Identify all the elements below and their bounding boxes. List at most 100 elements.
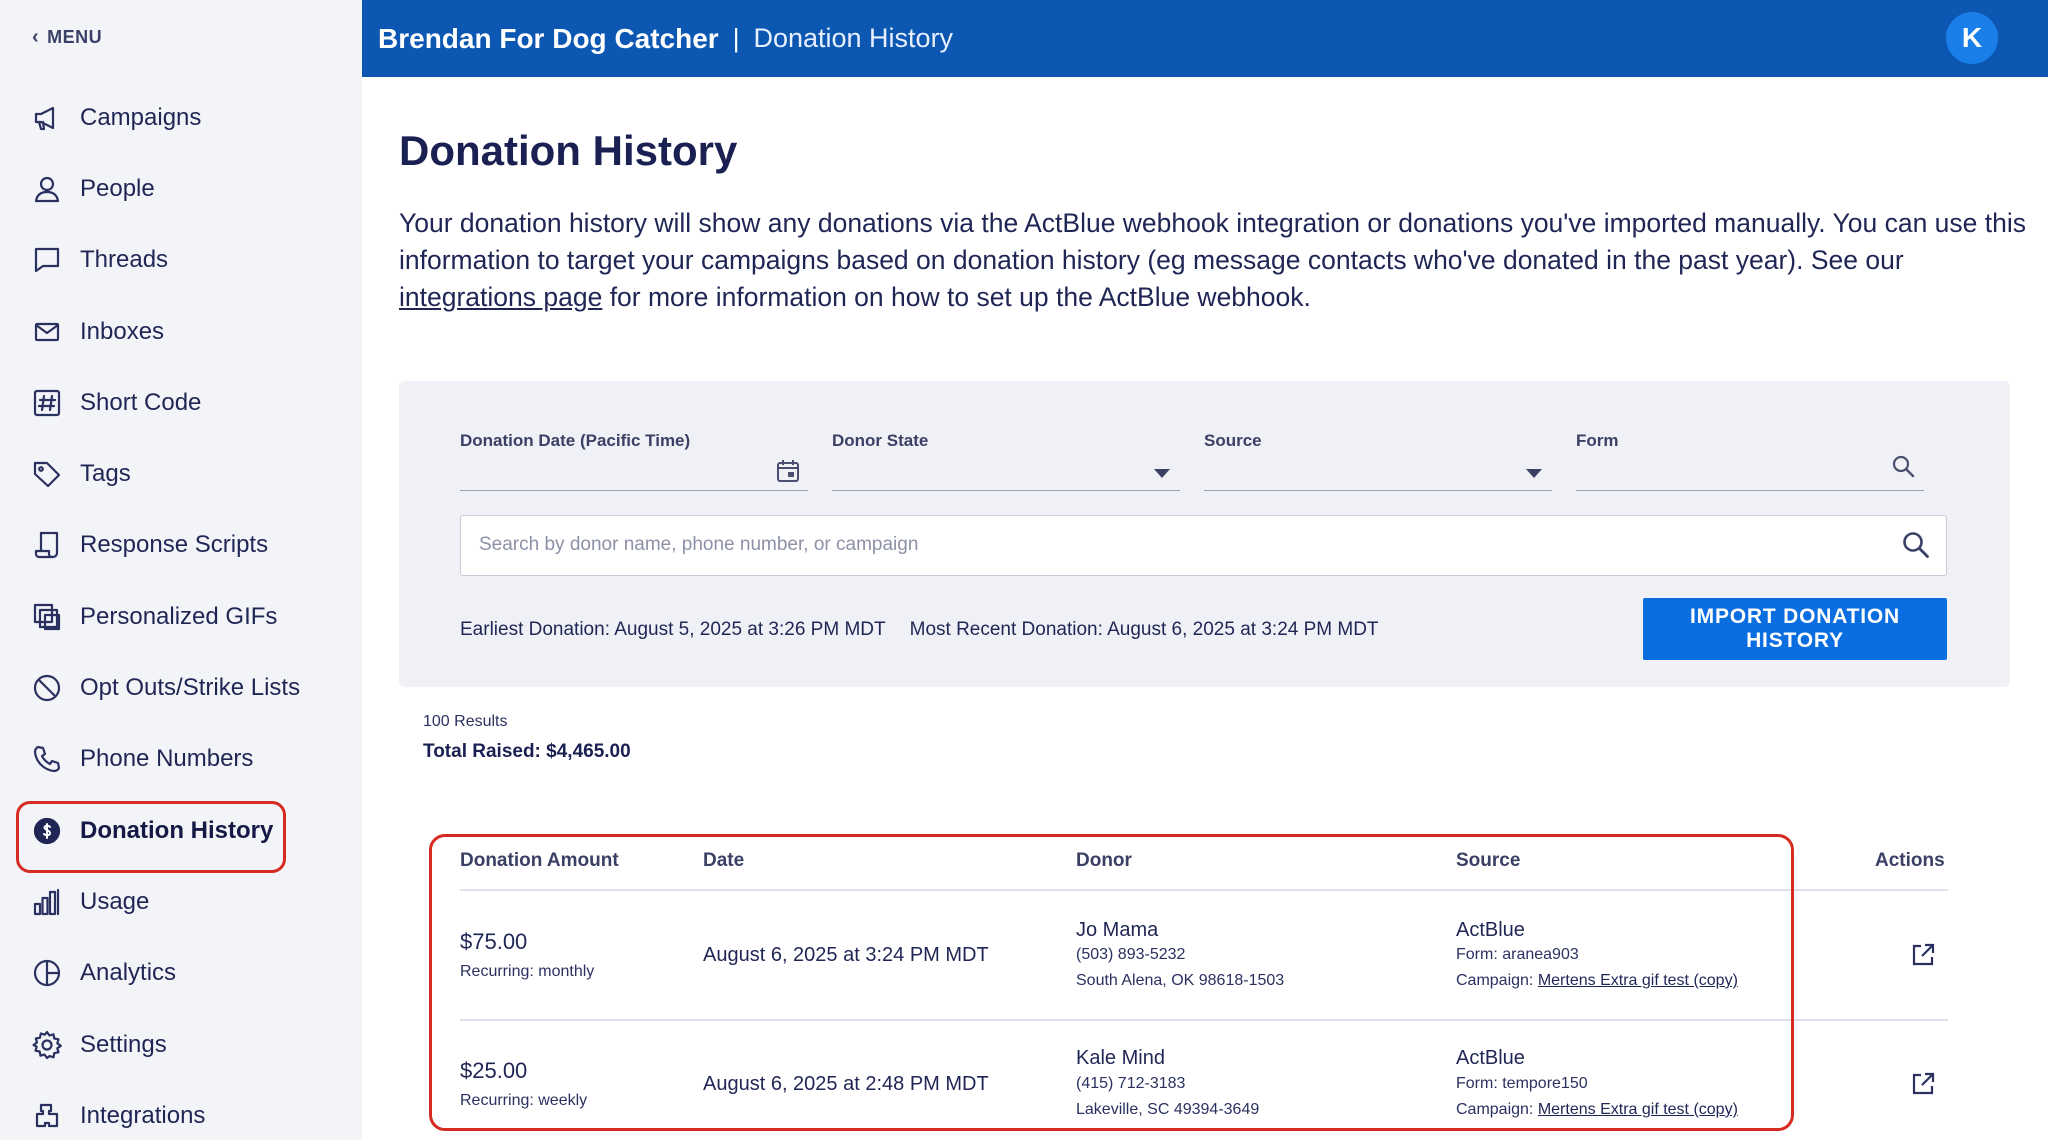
source-select[interactable]: Source xyxy=(1204,431,1552,491)
recurring-label: Recurring: monthly xyxy=(460,963,595,980)
table-divider xyxy=(460,889,1948,891)
intro-text: Your donation history will show any dona… xyxy=(399,208,2026,275)
sidebar-item-opt-outs[interactable]: Opt Outs/Strike Lists xyxy=(14,652,354,723)
campaign-link[interactable]: Mertens Extra gif test (copy) xyxy=(1537,972,1738,989)
column-header-source[interactable]: Source xyxy=(1456,850,1521,871)
envelope-icon xyxy=(30,315,64,349)
sidebar-item-label: Short Code xyxy=(80,388,202,416)
highlight-annotation xyxy=(16,800,286,873)
puzzle-icon xyxy=(30,1099,64,1133)
sidebar-item-label: Threads xyxy=(80,246,169,274)
recurring-label: Recurring: weekly xyxy=(460,1092,588,1109)
campaign-line: Campaign: Mertens Extra gif test (copy) xyxy=(1456,972,1738,990)
donor-address: South Alena, OK 98618-1503 xyxy=(1076,972,1285,989)
page-title: Donation History xyxy=(399,127,738,174)
block-icon xyxy=(30,671,64,705)
sidebar-item-usage[interactable]: Usage xyxy=(14,866,354,937)
total-raised: Total Raised: $4,465.00 xyxy=(423,741,631,762)
sidebar-item-donation-history[interactable]: Donation History xyxy=(14,795,354,873)
sidebar-item-analytics[interactable]: Analytics xyxy=(14,938,354,1009)
donor-state-label: Donor State xyxy=(832,431,929,450)
sidebar-item-personalized-gifs[interactable]: Personalized GIFs xyxy=(14,581,354,652)
gif-stack-icon xyxy=(30,600,64,634)
megaphone-icon xyxy=(30,101,64,135)
most-recent-donation: Most Recent Donation: August 6, 2025 at … xyxy=(909,619,1379,640)
search-icon xyxy=(1890,453,1918,481)
sidebar-item-settings[interactable]: Settings xyxy=(14,1009,354,1080)
sidebar-item-label: Campaigns xyxy=(80,103,202,131)
donation-amount: $75.00 xyxy=(460,929,528,954)
sidebar-item-people[interactable]: People xyxy=(14,153,354,224)
sidebar-item-label: Usage xyxy=(80,887,150,915)
donor-name: Kale Mind xyxy=(1076,1047,1165,1069)
donation-date-field[interactable]: Donation Date (Pacific Time) xyxy=(460,431,808,491)
column-header-actions: Actions xyxy=(1875,850,1945,871)
source-name: ActBlue xyxy=(1456,1047,1525,1069)
donation-date: August 6, 2025 at 2:48 PM MDT xyxy=(703,1073,989,1095)
sidebar-item-integrations[interactable]: Integrations xyxy=(14,1080,354,1140)
donation-date-label: Donation Date (Pacific Time) xyxy=(460,431,691,450)
sidebar-item-label: Settings xyxy=(80,1030,167,1058)
phone-icon xyxy=(30,742,64,776)
column-header-date[interactable]: Date xyxy=(703,850,745,871)
campaign-link[interactable]: Mertens Extra gif test (copy) xyxy=(1537,1101,1738,1118)
menu-label: MENU xyxy=(47,27,103,47)
campaign-prefix: Campaign: xyxy=(1456,972,1538,989)
sidebar-item-short-code[interactable]: Short Code xyxy=(14,367,354,438)
caret-down-icon xyxy=(1154,469,1170,478)
form-name: Form: tempore150 xyxy=(1456,1075,1588,1092)
donor-address: Lakeville, SC 49394-3649 xyxy=(1076,1101,1260,1118)
search-input[interactable] xyxy=(479,516,1859,574)
calendar-icon[interactable] xyxy=(774,457,802,485)
sidebar-item-campaigns[interactable]: Campaigns xyxy=(14,82,354,153)
sidebar-item-response-scripts[interactable]: Response Scripts xyxy=(14,510,354,581)
open-external-icon[interactable] xyxy=(1910,942,1936,968)
menu-back-button[interactable]: ‹ MENU xyxy=(32,26,102,49)
sidebar-item-label: Integrations xyxy=(80,1101,206,1129)
person-icon xyxy=(30,172,64,206)
source-name: ActBlue xyxy=(1456,919,1525,941)
search-icon[interactable] xyxy=(1900,529,1932,561)
caret-down-icon xyxy=(1526,469,1542,478)
open-external-icon[interactable] xyxy=(1910,1071,1936,1097)
sidebar-item-label: Opt Outs/Strike Lists xyxy=(80,674,301,702)
header-separator: | xyxy=(732,23,740,53)
bar-chart-icon xyxy=(30,885,64,919)
sidebar-item-label: Tags xyxy=(80,460,131,488)
sidebar-item-tags[interactable]: Tags xyxy=(14,438,354,509)
form-name: Form: aranea903 xyxy=(1456,946,1579,963)
sidebar-item-label: Analytics xyxy=(80,959,177,987)
chat-bubble-icon xyxy=(30,243,64,277)
column-header-amount[interactable]: Donation Amount xyxy=(460,850,619,871)
import-donation-history-button[interactable]: IMPORT DONATION HISTORY xyxy=(1643,598,1947,660)
earliest-donation: Earliest Donation: August 5, 2025 at 3:2… xyxy=(460,619,886,640)
donor-search-box[interactable] xyxy=(460,515,1947,576)
script-icon xyxy=(30,528,64,562)
donor-name: Jo Mama xyxy=(1076,919,1159,941)
tag-icon xyxy=(30,457,64,491)
sidebar-item-label: Inboxes xyxy=(80,317,165,345)
form-search-field[interactable]: Form xyxy=(1576,431,1924,491)
sidebar-item-phone-numbers[interactable]: Phone Numbers xyxy=(14,724,354,795)
sidebar: ‹ MENU Campaigns People Threads Inboxes … xyxy=(0,0,362,1140)
column-header-donor[interactable]: Donor xyxy=(1076,850,1132,871)
brand-title[interactable]: Brendan For Dog Catcher xyxy=(378,22,719,54)
sidebar-item-label: Personalized GIFs xyxy=(80,602,278,630)
donor-phone: (503) 893-5232 xyxy=(1076,946,1186,963)
intro-text-end: for more information on how to set up th… xyxy=(602,282,1311,312)
table-divider xyxy=(460,1019,1948,1021)
donation-date: August 6, 2025 at 3:24 PM MDT xyxy=(703,944,989,966)
donation-table xyxy=(399,791,2010,1140)
results-count: 100 Results xyxy=(423,713,508,730)
sidebar-item-inboxes[interactable]: Inboxes xyxy=(14,296,354,367)
sidebar-item-label: Phone Numbers xyxy=(80,745,254,773)
filter-panel: Donation Date (Pacific Time) Donor State… xyxy=(399,381,2010,687)
avatar[interactable]: K xyxy=(1946,12,1998,64)
sidebar-item-label: People xyxy=(80,174,155,202)
donor-state-select[interactable]: Donor State xyxy=(832,431,1180,491)
sidebar-item-threads[interactable]: Threads xyxy=(14,225,354,296)
gear-icon xyxy=(30,1028,64,1062)
form-label: Form xyxy=(1576,431,1619,450)
integrations-page-link[interactable]: integrations page xyxy=(399,282,603,312)
top-header: Brendan For Dog Catcher | Donation Histo… xyxy=(362,0,2048,77)
